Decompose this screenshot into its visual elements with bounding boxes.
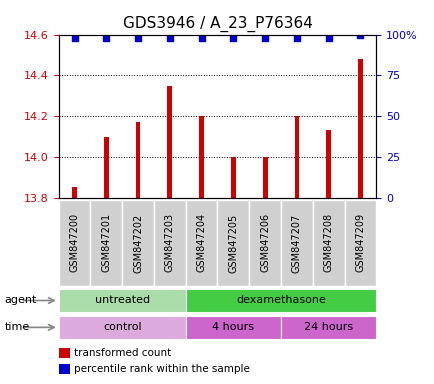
- Text: agent: agent: [4, 295, 36, 306]
- Bar: [59, 289, 185, 312]
- Bar: [262, 157, 267, 198]
- Bar: [249, 200, 280, 286]
- Point: [166, 35, 173, 41]
- Bar: [167, 86, 172, 198]
- Point: [229, 35, 236, 41]
- Bar: [185, 289, 375, 312]
- Point: [103, 35, 109, 41]
- Bar: [199, 116, 204, 198]
- Text: GSM847206: GSM847206: [260, 214, 270, 272]
- Bar: [90, 200, 122, 286]
- Point: [356, 31, 363, 38]
- Title: GDS3946 / A_23_P76364: GDS3946 / A_23_P76364: [122, 16, 312, 32]
- Text: GSM847202: GSM847202: [133, 213, 143, 273]
- Bar: [344, 200, 375, 286]
- Bar: [357, 59, 362, 198]
- Bar: [122, 200, 154, 286]
- Text: GSM847204: GSM847204: [196, 214, 206, 272]
- Bar: [294, 116, 299, 198]
- Text: control: control: [103, 322, 141, 333]
- Text: time: time: [4, 322, 30, 333]
- Bar: [154, 200, 185, 286]
- Bar: [59, 316, 185, 339]
- Bar: [280, 200, 312, 286]
- Text: 4 hours: 4 hours: [212, 322, 254, 333]
- Point: [261, 35, 268, 41]
- Text: transformed count: transformed count: [74, 348, 171, 358]
- Text: GSM847205: GSM847205: [228, 213, 238, 273]
- Bar: [185, 200, 217, 286]
- Point: [324, 35, 332, 41]
- Text: GSM847208: GSM847208: [323, 214, 333, 272]
- Bar: [59, 200, 90, 286]
- Bar: [104, 137, 108, 198]
- Point: [198, 35, 205, 41]
- Bar: [135, 122, 140, 198]
- Text: GSM847209: GSM847209: [355, 214, 365, 272]
- Point: [71, 35, 78, 41]
- Bar: [326, 131, 330, 198]
- Text: GSM847207: GSM847207: [291, 213, 301, 273]
- Text: untreated: untreated: [95, 295, 149, 306]
- Point: [135, 35, 141, 41]
- Text: GSM847203: GSM847203: [164, 214, 174, 272]
- Text: GSM847201: GSM847201: [101, 214, 111, 272]
- Text: percentile rank within the sample: percentile rank within the sample: [74, 364, 249, 374]
- Bar: [185, 316, 280, 339]
- Text: 24 hours: 24 hours: [303, 322, 352, 333]
- Bar: [217, 200, 249, 286]
- Point: [293, 35, 299, 41]
- Text: dexamethasone: dexamethasone: [236, 295, 325, 306]
- Bar: [72, 187, 77, 198]
- Bar: [280, 316, 375, 339]
- Text: GSM847200: GSM847200: [69, 214, 79, 272]
- Bar: [230, 157, 235, 198]
- Bar: [312, 200, 344, 286]
